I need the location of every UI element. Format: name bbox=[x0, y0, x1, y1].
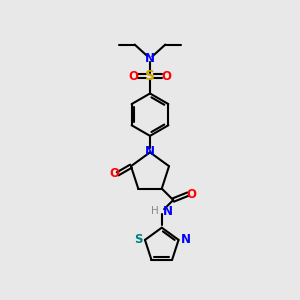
Text: N: N bbox=[181, 233, 191, 246]
Text: N: N bbox=[145, 145, 155, 158]
Text: O: O bbox=[128, 70, 139, 83]
Text: N: N bbox=[145, 52, 155, 65]
Text: N: N bbox=[163, 205, 173, 218]
Text: S: S bbox=[134, 233, 142, 246]
Text: O: O bbox=[161, 70, 172, 83]
Text: S: S bbox=[145, 69, 155, 83]
Text: H: H bbox=[151, 206, 159, 217]
Text: O: O bbox=[109, 167, 119, 180]
Text: O: O bbox=[187, 188, 197, 201]
